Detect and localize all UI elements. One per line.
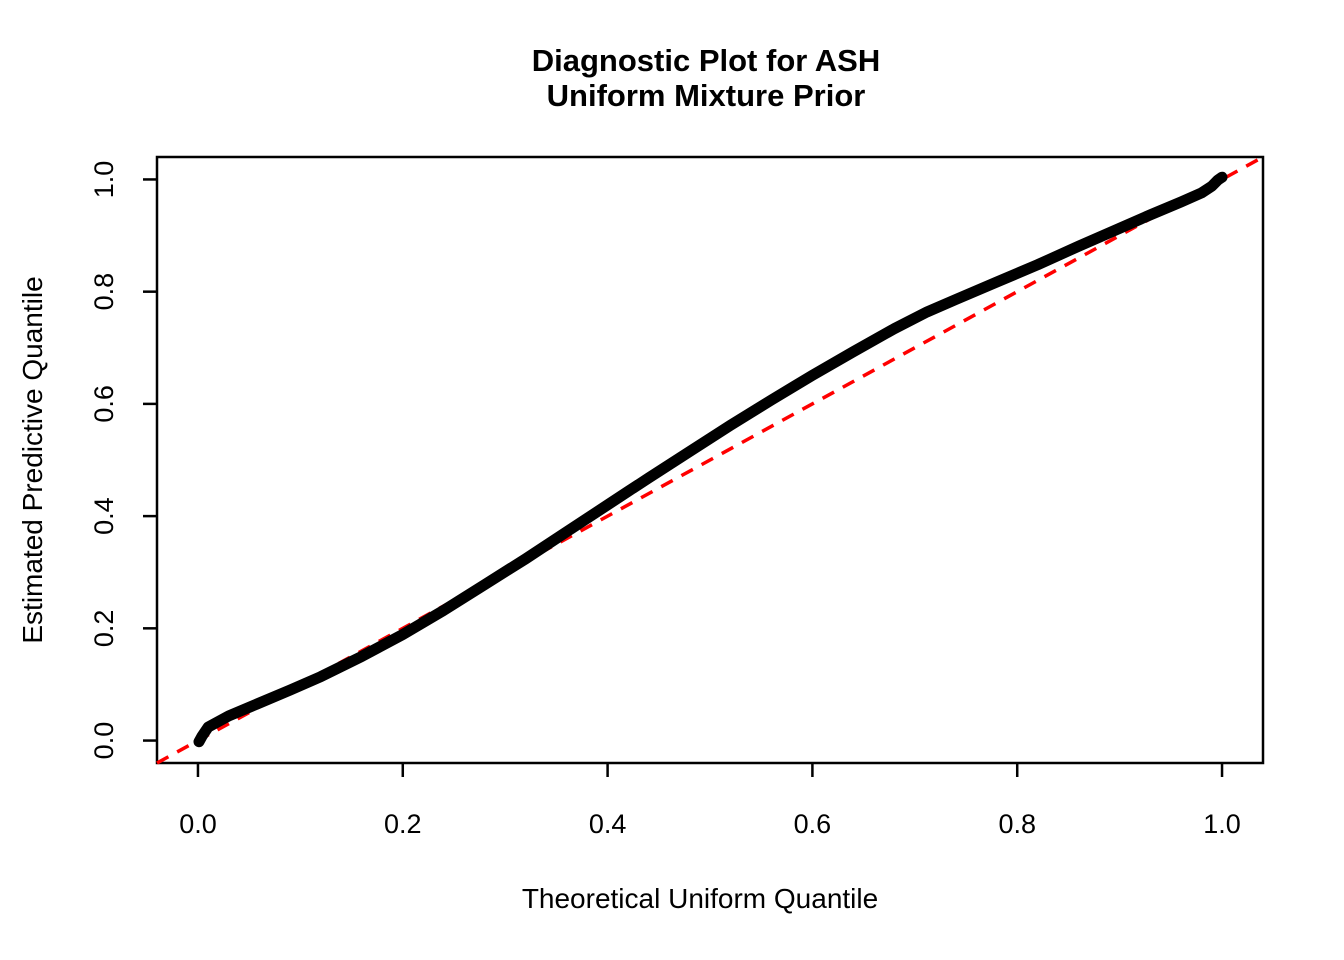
plot-title-line2: Uniform Mixture Prior <box>547 78 866 113</box>
y-axis-title: Estimated Predictive Quantile <box>17 276 48 643</box>
x-tick-label: 1.0 <box>1203 809 1241 839</box>
x-tick-label: 0.8 <box>998 809 1036 839</box>
x-axis-title: Theoretical Uniform Quantile <box>522 883 878 914</box>
plot-title-line1: Diagnostic Plot for ASH <box>532 43 880 78</box>
x-tick-label: 0.4 <box>589 809 627 839</box>
y-tick-label: 0.8 <box>89 273 119 311</box>
y-tick-label: 0.6 <box>89 385 119 423</box>
y-tick-label: 0.4 <box>89 497 119 535</box>
qq-curve <box>193 171 1228 748</box>
y-tick-label: 0.0 <box>89 722 119 760</box>
x-tick-label: 0.6 <box>794 809 832 839</box>
x-tick-label: 0.0 <box>179 809 217 839</box>
y-tick-label: 0.2 <box>89 610 119 648</box>
x-axis-ticks: 0.0 0.2 0.4 0.6 0.8 1.0 <box>179 763 1241 839</box>
y-tick-label: 1.0 <box>89 161 119 199</box>
y-axis-ticks: 0.0 0.2 0.4 0.6 0.8 1.0 <box>89 161 157 760</box>
plot-area-border <box>155 155 1265 765</box>
x-tick-label: 0.2 <box>384 809 422 839</box>
